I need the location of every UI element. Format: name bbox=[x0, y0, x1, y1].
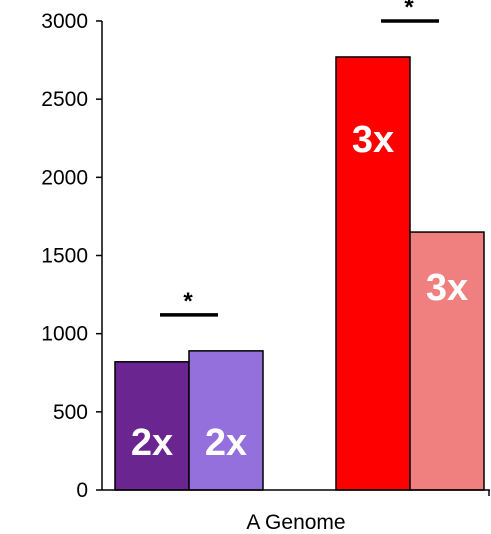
bar-label: 3x bbox=[426, 267, 468, 309]
y-tick-label: 3000 bbox=[41, 10, 88, 33]
y-tick-label: 2000 bbox=[41, 166, 88, 189]
x-axis: A Genome bbox=[102, 489, 490, 534]
y-tick-label: 1500 bbox=[41, 245, 88, 268]
y-axis: 0 500 1000 1500 2000 2500 3000 bbox=[41, 10, 103, 502]
bar-label: 3x bbox=[352, 119, 394, 161]
y-tick-label: 500 bbox=[53, 401, 88, 424]
bar-label: 2x bbox=[205, 422, 247, 464]
y-tick-label: 2500 bbox=[41, 88, 88, 111]
significance-star: * bbox=[404, 0, 414, 21]
significance-star: * bbox=[183, 288, 193, 315]
bar-label: 2x bbox=[131, 422, 173, 464]
bar bbox=[188, 350, 264, 491]
bar bbox=[409, 231, 485, 491]
y-tick-label: 0 bbox=[76, 479, 88, 502]
bar bbox=[335, 56, 411, 491]
y-tick-label: 1000 bbox=[41, 323, 88, 346]
significance-markers: ** bbox=[160, 0, 439, 317]
bars-group: 2x 2x 3x 3x bbox=[114, 56, 485, 491]
x-category-label: A Genome bbox=[246, 511, 345, 534]
bar bbox=[114, 361, 190, 491]
